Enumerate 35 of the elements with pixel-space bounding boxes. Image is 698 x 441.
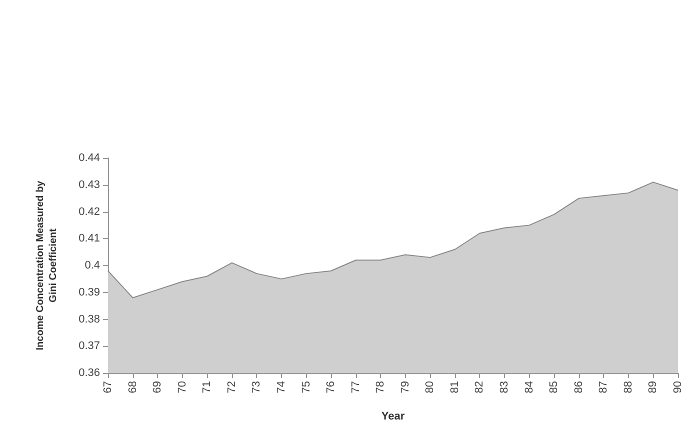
x-axis-title: Year	[381, 410, 406, 422]
x-tick-label: 89	[647, 381, 660, 394]
x-tick-label: 76	[325, 381, 338, 394]
y-tick-label: 0.4	[84, 260, 100, 272]
x-tick-label: 82	[474, 381, 486, 394]
x-tick-label: 67	[102, 381, 114, 394]
x-tick-label: 87	[598, 381, 610, 394]
x-tick-label: 90	[672, 381, 684, 394]
x-tick-label: 69	[152, 381, 164, 394]
y-tick-label: 0.39	[78, 286, 100, 298]
x-tick-label: 68	[126, 381, 139, 394]
x-tick-label: 86	[572, 381, 585, 394]
x-tick-label: 88	[622, 381, 634, 394]
x-tick-label: 74	[275, 381, 288, 394]
x-tick-label: 85	[548, 381, 560, 394]
x-tick-label: 78	[374, 381, 387, 394]
x-tick-label: 84	[523, 381, 536, 394]
y-tick-label: 0.42	[78, 206, 100, 218]
x-tick-label: 72	[226, 381, 238, 394]
x-tick-label: 81	[448, 381, 461, 394]
y-tick-label: 0.36	[78, 367, 100, 379]
x-tick-label: 77	[350, 381, 362, 394]
y-tick-label: 0.44	[78, 152, 100, 164]
x-tick-label: 80	[424, 381, 436, 394]
x-tick-label: 70	[176, 381, 188, 394]
x-tick-label: 83	[498, 381, 511, 394]
y-axis-title: Income Concentration Measured by Gini Coefficient	[35, 180, 59, 350]
y-tick-label: 0.38	[78, 313, 100, 326]
y-tick-label: 0.41	[78, 232, 100, 245]
x-tick-label: 73	[250, 381, 263, 394]
x-tick-label: 79	[399, 381, 412, 394]
y-tick-label: 0.43	[78, 178, 100, 191]
x-tick-label: 71	[201, 381, 214, 394]
x-tick-label: 75	[300, 381, 312, 394]
y-tick-label: 0.37	[78, 340, 100, 352]
